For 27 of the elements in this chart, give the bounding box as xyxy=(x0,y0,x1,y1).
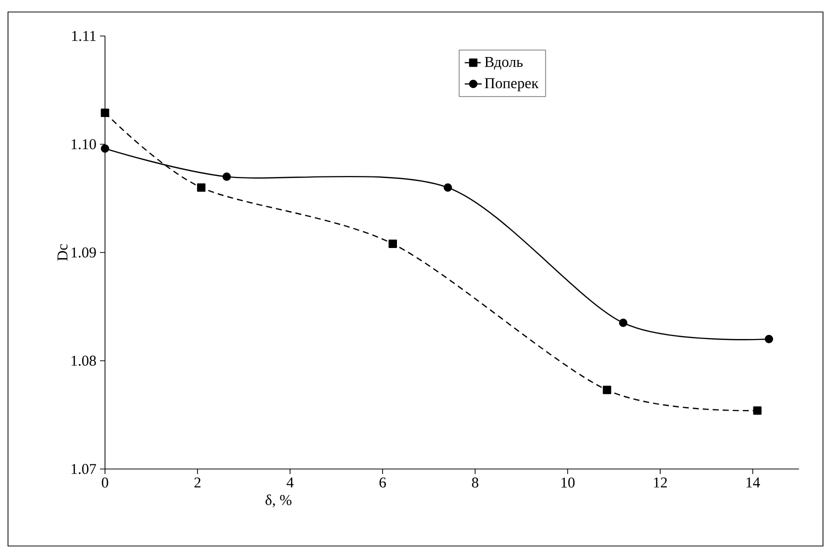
y-tick-label: 1.10 xyxy=(72,139,96,150)
y-tick-label: 1.09 xyxy=(72,247,96,258)
point xyxy=(100,144,110,153)
y-tick-label: 1.07 xyxy=(72,464,96,474)
point xyxy=(602,386,612,394)
y-tick-label: 1.08 xyxy=(72,356,96,366)
y-tick-label: 1.11 xyxy=(72,30,96,42)
point xyxy=(444,183,452,192)
point xyxy=(197,183,206,192)
x-tick-label: 2 xyxy=(194,478,200,488)
point xyxy=(764,334,774,344)
legend-label: Вдоль xyxy=(484,57,523,70)
x-tick-label: 12 xyxy=(654,478,667,488)
x-tick-label: 10 xyxy=(562,478,575,488)
x-tick-label: 4 xyxy=(286,478,294,488)
x-axis-title: δ, % xyxy=(266,494,292,508)
point xyxy=(222,172,231,181)
y-axis-title: Dc xyxy=(58,244,68,261)
x-tick-label: 0 xyxy=(102,478,108,488)
x-tick-label: 8 xyxy=(472,478,478,488)
point xyxy=(388,240,397,248)
point xyxy=(753,406,762,415)
legend-label: Поперек xyxy=(484,78,539,92)
x-tick-label: 14 xyxy=(746,478,760,488)
point xyxy=(100,108,110,118)
point xyxy=(619,318,628,328)
x-tick-label: 6 xyxy=(380,478,386,488)
